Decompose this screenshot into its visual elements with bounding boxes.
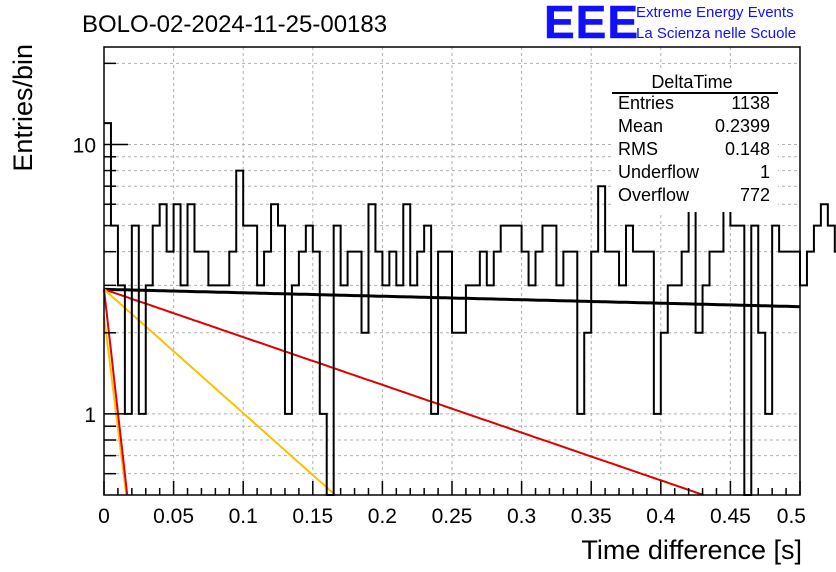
x-tick-label: 0	[98, 505, 110, 528]
x-tick-label: 0.4	[646, 505, 676, 528]
stats-value: 772	[740, 185, 770, 205]
fit-curve-red-1	[103, 288, 704, 496]
stats-value: 0.2399	[715, 116, 770, 136]
x-tick-label: 0.2	[368, 505, 397, 528]
eee-logo: EEE	[544, 0, 639, 48]
stats-label: Underflow	[618, 162, 700, 182]
stats-label: Overflow	[618, 185, 690, 205]
x-tick-label: 0.3	[507, 505, 536, 528]
stats-label: RMS	[618, 139, 658, 159]
x-tick-label: 0.45	[710, 505, 751, 528]
stats-value: 1138	[731, 93, 770, 113]
fit-curve-yellow-3	[103, 316, 128, 496]
y-tick-label: 10	[73, 134, 96, 157]
stats-value: 0.148	[725, 139, 770, 159]
x-tick-label: 0.25	[432, 505, 473, 528]
delta-time-histogram	[104, 122, 836, 496]
x-tick-label: 0.5	[777, 505, 806, 528]
x-tick-label: 0.05	[153, 505, 194, 528]
stats-label: Mean	[618, 116, 663, 136]
x-tick-label: 0.1	[229, 505, 258, 528]
stats-title: DeltaTime	[651, 72, 732, 92]
stats-box: DeltaTime Entries 1138 Mean 0.2399 RMS 0.148 U…	[612, 70, 778, 212]
x-tick-labels: 0 0.05 0.1 0.15 0.2 0.25 0.3 0.35 0.4 0.45 0.5	[98, 505, 806, 528]
stats-value: 1	[760, 162, 770, 182]
fit-curve-red-4	[103, 289, 129, 496]
org-name-line2: La Scienza nelle Scuole	[636, 25, 796, 42]
x-axis-label: Time difference [s]	[581, 535, 802, 565]
x-tick-label: 0.15	[292, 505, 333, 528]
org-name-line1: Extreme Energy Events	[636, 4, 794, 21]
y-axis-label: Entries/bin	[8, 44, 38, 172]
stats-label: Entries	[618, 93, 674, 113]
run-title: BOLO-02-2024-11-25-00183	[82, 11, 387, 38]
y-tick-label: 1	[84, 404, 96, 427]
axis-ticks	[103, 62, 801, 495]
y-tick-labels: 1 10	[73, 134, 96, 426]
fit-curve-yellow-2	[103, 288, 336, 496]
x-tick-label: 0.35	[571, 505, 612, 528]
